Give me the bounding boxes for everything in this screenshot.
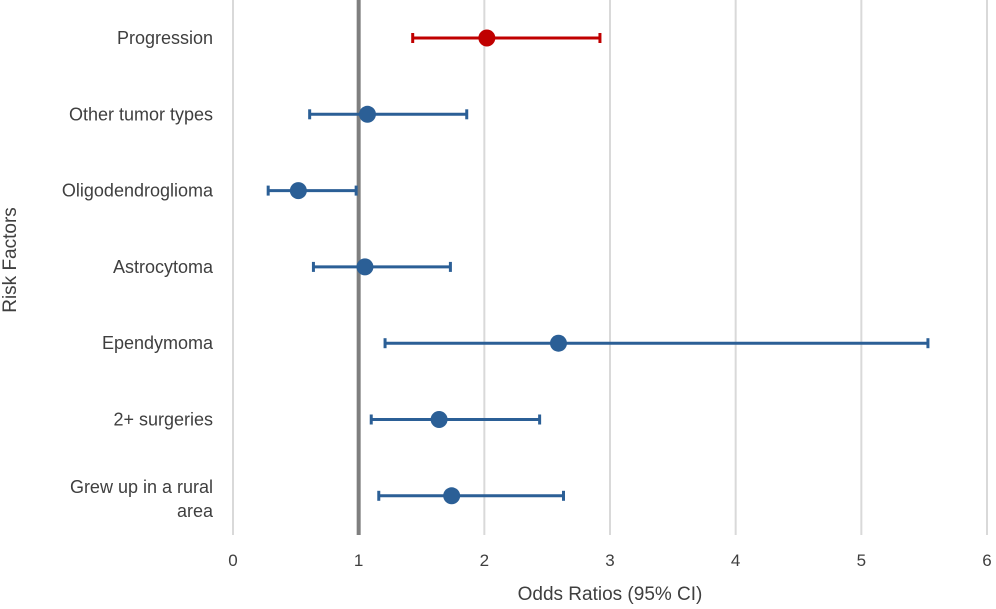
- risk-factor-row: Astrocytoma: [113, 257, 452, 277]
- x-tick-label: 5: [857, 551, 866, 570]
- x-tick-label: 2: [480, 551, 489, 570]
- odds-ratio-point: [356, 258, 374, 276]
- y-tick-label: Ependymoma: [102, 333, 214, 353]
- odds-ratio-point: [358, 105, 376, 123]
- x-tick-label: 1: [354, 551, 363, 570]
- odds-ratio-point: [443, 487, 461, 505]
- x-tick-label: 3: [605, 551, 614, 570]
- y-tick-label-line: area: [177, 501, 214, 521]
- y-tick-label: Progression: [117, 28, 213, 48]
- x-axis-title: Odds Ratios (95% CI): [518, 584, 703, 604]
- y-tick-label-line: Grew up in a rural: [70, 477, 213, 497]
- risk-factor-row: Grew up in a rural area: [70, 477, 566, 521]
- x-tick-labels: 0 1 2 3 4 5 6: [228, 551, 991, 570]
- risk-factor-row: Oligodendroglioma: [62, 181, 358, 201]
- y-axis-title: Risk Factors: [0, 207, 21, 313]
- risk-factor-rows: Progression Other tumor types Oligodendrog…: [62, 28, 930, 521]
- odds-ratio-point: [478, 29, 496, 47]
- y-tick-label: 2+ surgeries: [113, 410, 213, 430]
- risk-factor-row: 2+ surgeries: [113, 410, 542, 430]
- risk-factor-row: Progression: [117, 28, 602, 48]
- x-tick-label: 4: [731, 551, 740, 570]
- odds-ratio-point: [289, 182, 307, 200]
- x-tick-label: 6: [982, 551, 991, 570]
- odds-ratio-point: [549, 334, 567, 352]
- risk-factor-row: Other tumor types: [69, 104, 469, 124]
- y-tick-label: Grew up in a rural area: [70, 477, 214, 521]
- odds-ratio-point: [430, 411, 448, 428]
- x-tick-label: 0: [228, 551, 237, 570]
- y-tick-label: Other tumor types: [69, 104, 213, 124]
- risk-factor-row: Ependymoma: [102, 333, 930, 353]
- y-tick-label: Astrocytoma: [113, 257, 214, 277]
- y-tick-label: Oligodendroglioma: [62, 181, 214, 201]
